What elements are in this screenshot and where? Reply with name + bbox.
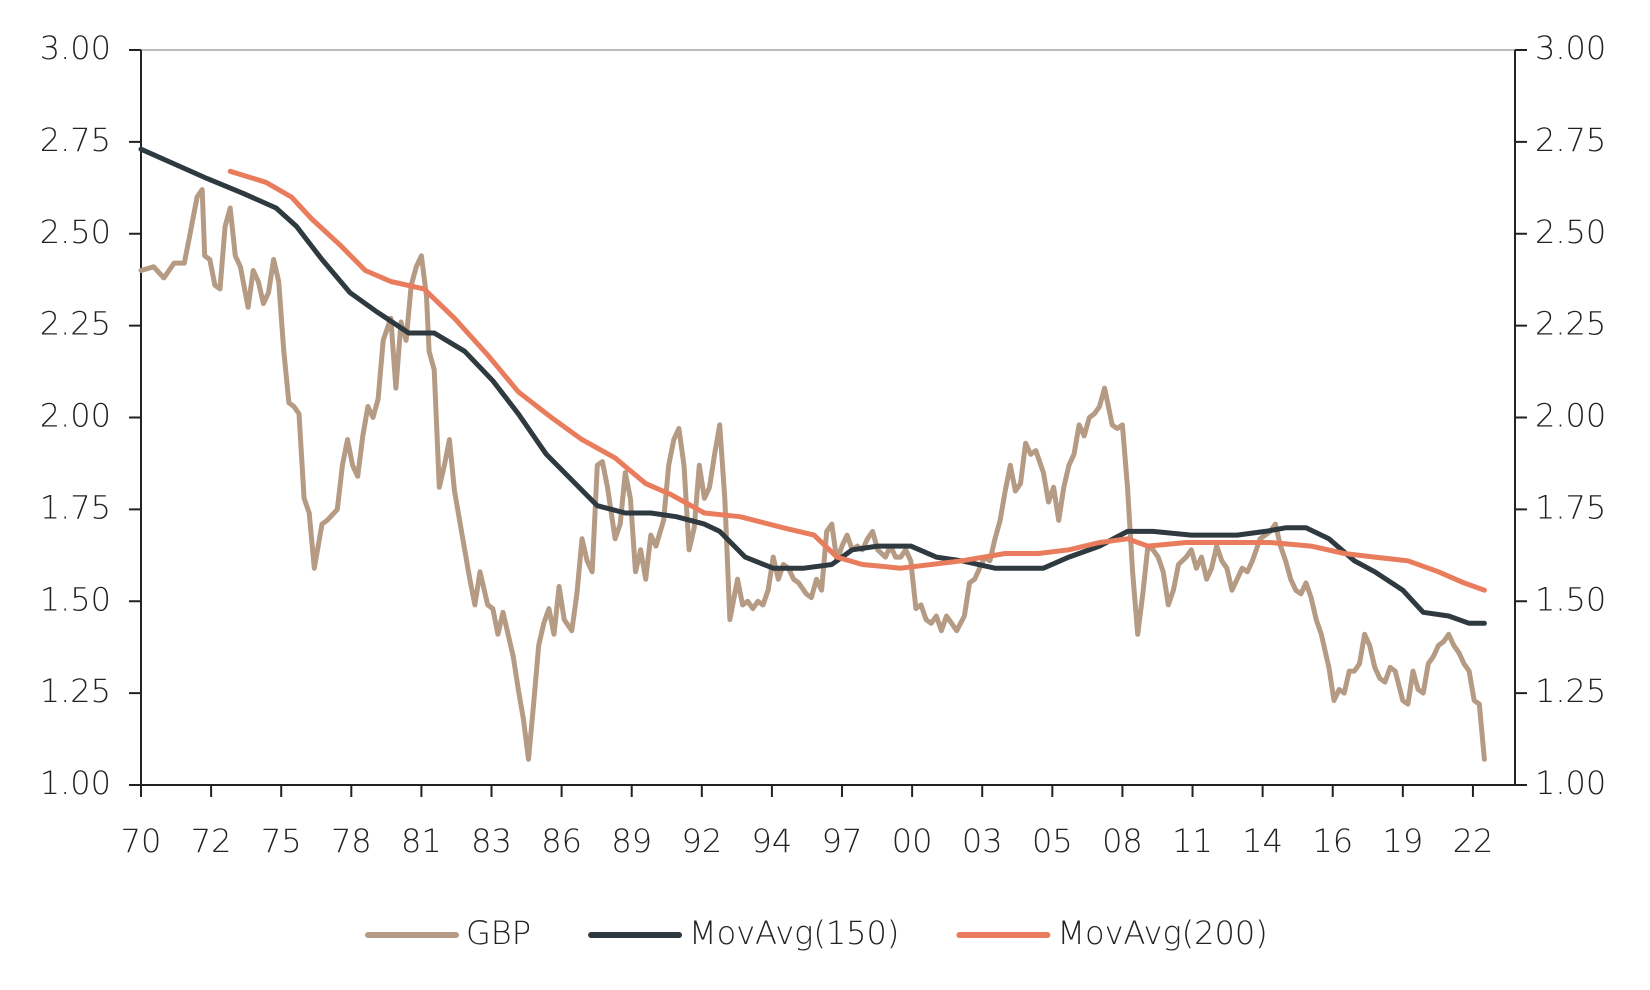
- y-tick-label: 1.50: [40, 580, 111, 618]
- y-tick-label: 1.25: [40, 672, 111, 710]
- series-line: [138, 146, 1487, 626]
- x-tick-label: 03: [962, 822, 1003, 860]
- legend-label: MovAvg(150): [689, 914, 899, 952]
- legend-label: GBP: [466, 914, 531, 952]
- x-tick-label: 92: [681, 822, 722, 860]
- y2-tick-label: 2.00: [1535, 397, 1606, 435]
- y2-tick-label: 2.75: [1535, 121, 1606, 159]
- y-tick-label: 2.00: [40, 397, 111, 435]
- legend-label: MovAvg(200): [1057, 914, 1267, 952]
- x-tick-label: 83: [471, 822, 512, 860]
- y-tick-label: 3.00: [40, 29, 111, 67]
- y2-tick-label: 3.00: [1535, 29, 1606, 67]
- series-line: [138, 187, 1487, 762]
- x-tick-label: 00: [892, 822, 933, 860]
- y-tick-label: 2.75: [40, 121, 111, 159]
- series-line: [227, 168, 1487, 593]
- x-tick-label: 78: [331, 822, 372, 860]
- x-tick-label: 70: [121, 822, 162, 860]
- x-tick-label: 97: [822, 822, 863, 860]
- x-tick-label: 86: [541, 822, 582, 860]
- x-tick-label: 14: [1242, 822, 1283, 860]
- y-tick-label: 1.00: [40, 764, 111, 802]
- y-tick-label: 2.50: [40, 213, 111, 251]
- y-tick-label: 2.25: [40, 305, 111, 343]
- y2-tick-label: 1.00: [1535, 764, 1606, 802]
- y2-tick-label: 1.25: [1535, 672, 1606, 710]
- x-tick-label: 72: [191, 822, 232, 860]
- x-tick-label: 81: [401, 822, 442, 860]
- x-tick-label: 16: [1312, 822, 1353, 860]
- y2-tick-label: 1.50: [1535, 580, 1606, 618]
- x-tick-label: 19: [1382, 822, 1423, 860]
- x-tick-label: 08: [1102, 822, 1143, 860]
- y2-tick-label: 1.75: [1535, 488, 1606, 526]
- y2-tick-label: 2.25: [1535, 305, 1606, 343]
- x-tick-label: 05: [1032, 822, 1073, 860]
- x-tick-label: 22: [1453, 822, 1494, 860]
- x-tick-label: 11: [1172, 822, 1213, 860]
- y-tick-label: 1.75: [40, 488, 111, 526]
- y2-tick-label: 2.50: [1535, 213, 1606, 251]
- x-tick-label: 94: [752, 822, 793, 860]
- x-tick-label: 75: [261, 822, 302, 860]
- x-tick-label: 89: [611, 822, 652, 860]
